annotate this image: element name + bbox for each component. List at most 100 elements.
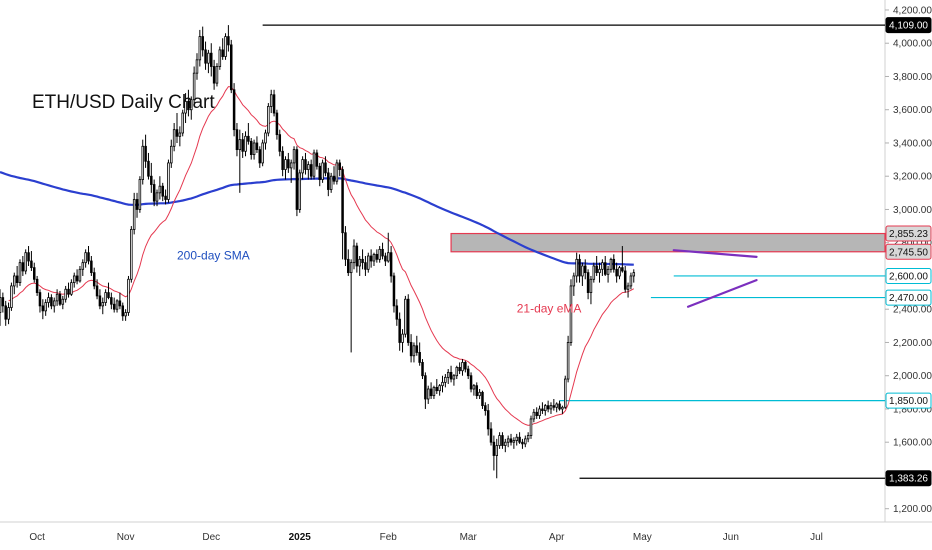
candle-body-up bbox=[446, 371, 450, 378]
candle-body-down bbox=[595, 265, 598, 274]
candle bbox=[358, 256, 361, 276]
price-tick-label: 1,800.00 bbox=[893, 404, 932, 415]
candle-body-down bbox=[489, 428, 493, 443]
candle-body-down bbox=[578, 258, 581, 277]
candle bbox=[458, 362, 461, 375]
candle bbox=[429, 382, 433, 399]
candle bbox=[541, 402, 544, 414]
candle-body-up bbox=[529, 418, 533, 436]
candle bbox=[212, 59, 216, 90]
candle bbox=[612, 254, 616, 273]
candle bbox=[307, 161, 310, 180]
candle bbox=[21, 256, 25, 276]
price-badge: 2,745.50 bbox=[885, 243, 932, 260]
candle-body-up bbox=[47, 297, 50, 303]
candle bbox=[581, 262, 584, 286]
candle bbox=[284, 156, 287, 180]
candle-body-down bbox=[204, 49, 207, 64]
candle bbox=[424, 372, 427, 409]
candle-body-down bbox=[558, 403, 561, 410]
candle bbox=[532, 408, 536, 423]
candle-body-up bbox=[301, 159, 304, 174]
candle-body-up bbox=[601, 262, 604, 270]
candle bbox=[623, 265, 627, 293]
candle bbox=[301, 156, 304, 180]
candle-body-down bbox=[232, 89, 236, 131]
candle-body-up bbox=[549, 405, 553, 410]
price-tick-label: 2,800.00 bbox=[893, 238, 932, 249]
price-badge-box bbox=[885, 17, 932, 34]
candle bbox=[175, 113, 179, 143]
candle bbox=[181, 109, 184, 137]
candle-body-down bbox=[92, 272, 96, 287]
candle-body-down bbox=[118, 300, 122, 307]
candle-body-up bbox=[609, 258, 613, 270]
candle-body-up bbox=[555, 403, 558, 408]
price-badge-box bbox=[885, 470, 932, 487]
candle bbox=[544, 403, 547, 416]
candle bbox=[389, 246, 393, 283]
candle-body-down bbox=[112, 303, 116, 310]
candle-body-down bbox=[615, 268, 618, 277]
candle-body-up bbox=[538, 408, 541, 417]
time-axis-ticks: Oct Nov Dec 2025 Feb Mar Apr May Jun Jul bbox=[29, 532, 823, 543]
candle-body-up bbox=[267, 105, 270, 134]
candle-body-down bbox=[278, 134, 282, 152]
price-tick-label: 3,400.00 bbox=[893, 138, 932, 149]
candle bbox=[147, 152, 150, 180]
candle-body-up bbox=[566, 342, 570, 380]
candle bbox=[87, 246, 90, 265]
candle bbox=[484, 402, 487, 416]
price-badge-box bbox=[885, 267, 932, 284]
price-tick-label: 4,200.00 bbox=[893, 5, 932, 16]
candle-body-up bbox=[404, 298, 407, 335]
candle bbox=[18, 259, 22, 286]
candle-body-up bbox=[506, 438, 510, 443]
candle-body-down bbox=[38, 292, 42, 307]
candle-body-up bbox=[629, 275, 633, 287]
candle-body-down bbox=[121, 305, 125, 317]
candle-body-up bbox=[55, 293, 59, 302]
candle bbox=[466, 365, 470, 380]
candle bbox=[13, 272, 16, 295]
candle-body-up bbox=[329, 175, 333, 190]
candle-body-down bbox=[210, 52, 213, 67]
candle bbox=[309, 159, 313, 180]
candle-body-down bbox=[212, 66, 216, 84]
candle bbox=[415, 335, 419, 356]
candle-body-up bbox=[452, 375, 456, 380]
price-badge-label: 2,745.50 bbox=[889, 247, 928, 258]
candle bbox=[215, 63, 219, 87]
candle bbox=[606, 265, 610, 283]
candle bbox=[569, 279, 573, 346]
candle bbox=[449, 365, 453, 383]
candle-body-up bbox=[81, 262, 85, 270]
candle bbox=[618, 265, 621, 280]
candle bbox=[524, 435, 527, 448]
candle-body-down bbox=[464, 362, 467, 370]
candle bbox=[598, 262, 601, 283]
candle-body-up bbox=[544, 405, 547, 412]
candle bbox=[583, 259, 587, 280]
price-badges-layer: 4,109.00 2,855.23 2,745.50 2,600.00 2,470.00… bbox=[885, 17, 932, 487]
candle bbox=[204, 41, 207, 70]
candle-body-down bbox=[135, 199, 139, 210]
candle-body-down bbox=[369, 255, 373, 262]
candle bbox=[355, 242, 359, 273]
candle bbox=[435, 379, 439, 394]
candle bbox=[275, 109, 279, 140]
candle bbox=[561, 405, 564, 414]
candle bbox=[235, 123, 239, 157]
candle-body-down bbox=[281, 150, 284, 170]
candle bbox=[595, 256, 598, 276]
candle-body-down bbox=[435, 386, 439, 392]
candle-body-down bbox=[295, 149, 299, 210]
candle bbox=[218, 46, 222, 70]
candle bbox=[90, 256, 93, 276]
candle-body-up bbox=[575, 258, 578, 277]
candle-body-down bbox=[424, 375, 427, 400]
candle-body-down bbox=[4, 305, 7, 320]
candle-body-up bbox=[321, 162, 324, 180]
price-tick-label: 3,000.00 bbox=[893, 205, 932, 216]
